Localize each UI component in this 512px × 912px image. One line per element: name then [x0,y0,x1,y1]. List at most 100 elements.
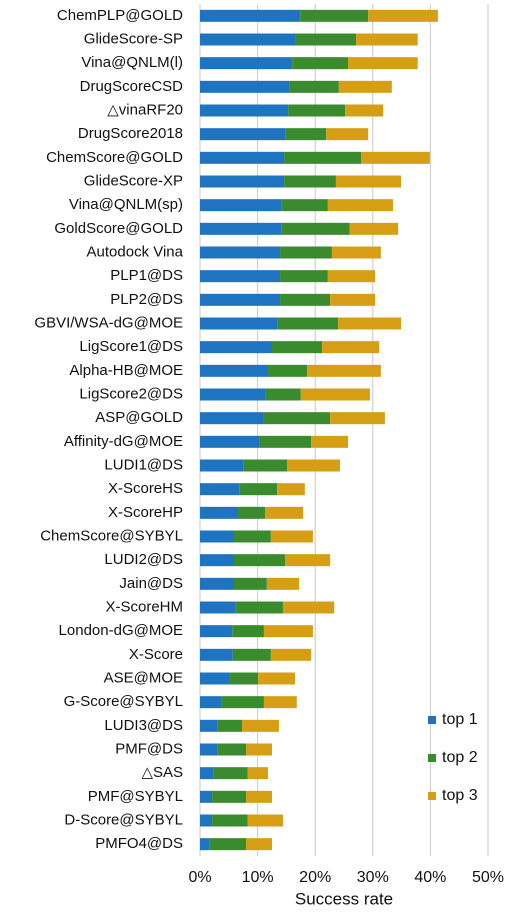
bar-segment [200,814,213,827]
bar-segment [348,57,418,70]
bar-segment [200,530,234,543]
bar-segment [233,554,286,567]
bar-segment [263,412,331,425]
y-tick-label: Autodock Vina [87,243,184,260]
bar-segment [200,625,233,638]
y-tick-label: LUDI1@DS [104,456,183,473]
bar-segment [200,483,240,496]
y-tick-label: X-ScoreHP [108,504,183,521]
bar-segment [243,459,287,472]
y-tick-label: GlideScore-XP [84,172,183,189]
bar-segment [281,199,328,212]
bar-segment [200,554,234,567]
bar-segment [200,696,222,709]
bar-segment [284,151,362,164]
y-tick-label: DrugScore2018 [78,125,183,142]
x-tick-label: 10% [242,869,274,886]
y-tick-label: ChemScore@SYBYL [40,527,183,544]
bar-segment [331,246,381,259]
y-tick-label: X-ScoreHM [105,598,183,615]
y-tick-label: PMF@DS [115,740,183,757]
bar-segment [235,601,283,614]
y-tick-label: GBVI/WSA-dG@MOE [34,314,183,331]
y-tick-label: Vina@QNLM(sp) [69,196,183,213]
x-tick-label: 30% [357,869,389,886]
y-tick-label: PMFO4@DS [95,835,183,852]
bar-segment [200,270,281,283]
bar-segment [200,459,244,472]
y-tick-label: Vina@QNLM(l) [81,54,183,71]
bar-segment [212,790,247,803]
bar-segment [272,341,323,354]
bar-segment [200,33,296,46]
bar-segment [213,767,248,780]
bar-segment [345,104,384,117]
bar-segment [265,388,301,401]
bar-segment [356,33,418,46]
bar-segment [349,222,399,235]
bar-segment [259,435,312,448]
bar-segment [200,506,239,519]
bar-segment [311,435,349,448]
bar-segment [217,743,247,756]
bar-segment [300,9,369,22]
bar-segment [263,696,297,709]
bar-segment [200,128,286,141]
y-tick-label: DrugScoreCSD [80,78,184,95]
bar-segment [200,767,214,780]
bar-segment [289,80,339,93]
x-tick-label: 20% [299,869,331,886]
x-tick-label: 0% [188,869,211,886]
bar-segment [292,57,349,70]
x-tick-label: 40% [414,869,446,886]
bar-segment [233,530,271,543]
bar-segment [335,175,402,188]
bar-segment [200,364,268,377]
y-tick-label: PLP2@DS [110,291,183,308]
bar-segment [200,577,234,590]
bar-segment [200,57,293,70]
bar-segment [282,601,335,614]
legend-label: top 3 [442,787,478,804]
bar-segment [200,648,233,661]
bar-segment [280,246,332,259]
bar-segment [200,199,282,212]
bar-segment [212,814,248,827]
bar-segment [288,104,346,117]
bar-segment [258,672,296,685]
y-tick-label: △SAS [141,764,183,781]
bar-segment [246,743,272,756]
bar-segment [200,601,236,614]
y-tick-label: G-Score@SYBYL [64,693,183,710]
bar-segment [327,199,393,212]
bar-segment [281,222,350,235]
bar-segment [277,317,339,330]
bar-segment [295,33,357,46]
y-tick-label: London-dG@MOE [59,622,183,639]
bar-segment [200,672,230,685]
bar-segment [330,412,385,425]
bar-segment [221,696,264,709]
bar-segment [285,554,331,567]
y-tick-label: LUDI2@DS [104,551,183,568]
y-tick-label: X-Score [129,646,183,663]
bar-segment [284,175,336,188]
bar-segment [368,9,438,22]
bar-segment [265,506,304,519]
bar-segment [266,577,300,590]
bar-segment [239,483,278,496]
bar-segment [338,317,402,330]
bar-segment [200,388,266,401]
bar-segment [200,246,281,259]
bar-segment [270,530,313,543]
bar-segment [232,625,264,638]
bar-segment [233,577,267,590]
bar-segment [242,719,279,732]
legend-swatch [428,754,436,762]
bar-segment [200,104,289,117]
bar-segment [232,648,271,661]
y-tick-label: LUDI3@DS [104,717,183,734]
legend-swatch [428,792,436,800]
bar-segment [267,364,308,377]
